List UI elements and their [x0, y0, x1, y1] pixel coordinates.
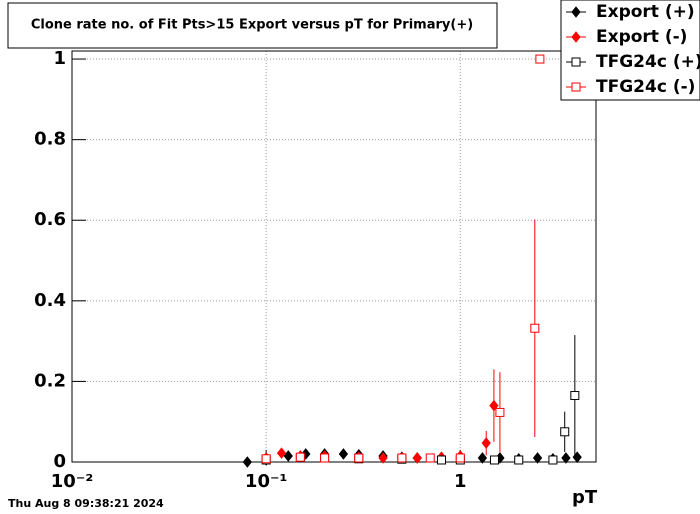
- legend-marker: [571, 6, 581, 18]
- data-point: [548, 455, 558, 465]
- data-point: [354, 453, 364, 463]
- legend-marker: [571, 31, 581, 43]
- data-point: [560, 427, 570, 437]
- data-point: [535, 54, 545, 64]
- data-point: [283, 450, 293, 462]
- x-tick-label: 10⁻²: [51, 471, 93, 492]
- data-point: [338, 448, 349, 460]
- data-point: [378, 452, 388, 464]
- data-point: [532, 452, 543, 464]
- y-tick-label: 0.8: [34, 129, 66, 150]
- data-point: [425, 453, 435, 463]
- data-point: [570, 391, 580, 401]
- data-point: [477, 452, 488, 464]
- data-point: [489, 455, 499, 465]
- data-point: [455, 453, 465, 463]
- y-tick-label: 1: [53, 48, 66, 69]
- data-point: [561, 452, 571, 464]
- legend-label: Export (-): [596, 27, 687, 47]
- x-tick-label: 10⁻¹: [245, 471, 287, 492]
- legend-marker: [571, 57, 581, 67]
- data-point: [514, 455, 524, 465]
- data-point: [530, 323, 540, 333]
- y-tick-label: 0.2: [34, 370, 66, 391]
- data-point: [295, 452, 305, 462]
- y-tick-label: 0: [53, 451, 66, 472]
- title-box: [7, 2, 498, 49]
- x-tick-label: 1: [454, 471, 467, 492]
- data-point: [412, 452, 422, 464]
- legend-box: [560, 0, 700, 101]
- data-point: [436, 455, 446, 465]
- chart-title: Clone rate no. of Fit Pts>15 Export vers…: [31, 18, 473, 33]
- data-point: [242, 456, 252, 468]
- y-tick-label: 0.4: [34, 290, 66, 311]
- y-tick-label: 0.6: [34, 209, 66, 230]
- legend-label: Export (+): [596, 2, 695, 22]
- data-point: [397, 453, 407, 463]
- x-axis-label: pT: [572, 487, 598, 508]
- plot-frame: [71, 50, 597, 463]
- data-point: [261, 454, 271, 464]
- data-point: [276, 447, 287, 459]
- data-point: [481, 437, 491, 449]
- legend-label: TFG24c (-): [596, 77, 695, 97]
- legend-marker: [571, 82, 581, 92]
- data-point: [320, 453, 330, 463]
- legend-label: TFG24c (+): [596, 52, 700, 72]
- timestamp: Thu Aug 8 09:38:21 2024: [8, 497, 164, 510]
- data-point: [495, 407, 505, 417]
